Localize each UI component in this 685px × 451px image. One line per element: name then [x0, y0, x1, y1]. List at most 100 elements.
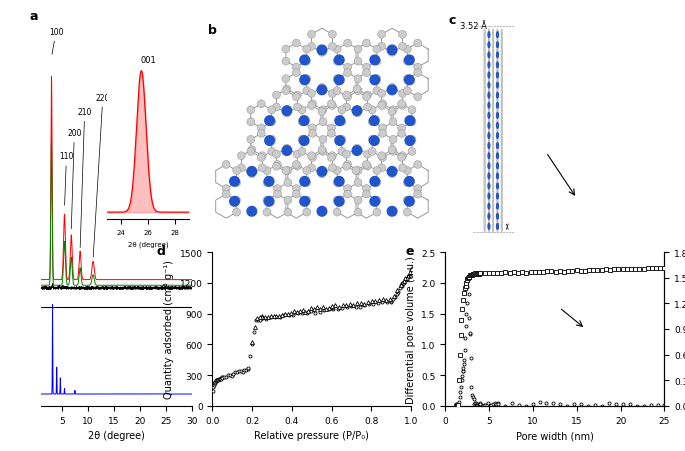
Circle shape [403, 58, 411, 66]
Circle shape [484, 133, 486, 139]
Circle shape [488, 151, 490, 156]
Circle shape [488, 133, 490, 139]
Circle shape [405, 197, 414, 207]
Circle shape [488, 207, 490, 213]
Circle shape [222, 185, 230, 193]
Circle shape [493, 187, 494, 193]
Circle shape [319, 106, 327, 115]
Circle shape [497, 174, 499, 179]
Circle shape [303, 179, 311, 187]
Circle shape [292, 185, 300, 193]
Circle shape [497, 70, 498, 75]
Circle shape [484, 180, 486, 186]
Circle shape [484, 43, 486, 48]
Circle shape [488, 161, 490, 166]
Circle shape [414, 191, 422, 198]
Circle shape [258, 154, 265, 162]
Circle shape [488, 164, 490, 169]
Circle shape [501, 127, 503, 132]
Circle shape [497, 124, 499, 129]
Circle shape [403, 87, 411, 96]
Circle shape [497, 73, 499, 78]
Circle shape [484, 30, 486, 35]
Circle shape [369, 106, 376, 115]
Circle shape [379, 154, 386, 162]
Circle shape [493, 154, 494, 159]
Circle shape [273, 191, 282, 198]
Circle shape [408, 119, 416, 126]
Circle shape [484, 124, 486, 129]
Circle shape [493, 93, 494, 99]
Circle shape [273, 92, 280, 100]
Circle shape [488, 127, 490, 132]
Circle shape [497, 46, 498, 51]
Circle shape [414, 93, 422, 101]
Circle shape [248, 147, 256, 154]
Circle shape [353, 86, 361, 94]
Circle shape [484, 60, 486, 65]
Circle shape [484, 161, 486, 166]
Circle shape [299, 137, 309, 146]
X-axis label: 2θ (degree): 2θ (degree) [88, 430, 145, 440]
Circle shape [377, 90, 386, 98]
Circle shape [484, 221, 486, 226]
Circle shape [497, 161, 498, 166]
Circle shape [344, 191, 351, 198]
Circle shape [497, 100, 498, 105]
Circle shape [488, 70, 490, 75]
Circle shape [298, 106, 306, 115]
Circle shape [497, 33, 498, 38]
Circle shape [501, 217, 503, 223]
Circle shape [493, 151, 494, 156]
Circle shape [282, 147, 292, 156]
Circle shape [319, 136, 327, 144]
Circle shape [389, 148, 397, 156]
Circle shape [493, 161, 494, 166]
Circle shape [501, 117, 503, 122]
Circle shape [354, 209, 362, 216]
Circle shape [303, 58, 311, 66]
Circle shape [484, 164, 486, 169]
Circle shape [247, 136, 255, 144]
Circle shape [493, 144, 494, 149]
Circle shape [488, 137, 490, 142]
Circle shape [497, 184, 498, 189]
Circle shape [342, 163, 351, 171]
Circle shape [408, 148, 416, 156]
Circle shape [501, 97, 503, 102]
Circle shape [488, 37, 490, 41]
Circle shape [399, 90, 406, 98]
Circle shape [284, 197, 292, 205]
Circle shape [403, 75, 411, 83]
Circle shape [488, 60, 490, 65]
Circle shape [488, 133, 490, 139]
Circle shape [258, 124, 265, 133]
Circle shape [488, 110, 490, 115]
Circle shape [493, 133, 494, 139]
Circle shape [488, 33, 490, 38]
Circle shape [328, 90, 336, 98]
Circle shape [388, 170, 396, 178]
Circle shape [405, 177, 414, 187]
Circle shape [493, 184, 494, 189]
Text: b: b [208, 24, 217, 37]
Circle shape [369, 119, 376, 126]
Circle shape [334, 76, 344, 86]
Circle shape [327, 101, 336, 108]
Circle shape [493, 63, 494, 69]
Circle shape [317, 46, 327, 55]
Circle shape [484, 204, 486, 209]
Circle shape [497, 167, 498, 172]
Circle shape [369, 148, 376, 156]
Circle shape [497, 177, 498, 183]
Circle shape [501, 204, 503, 209]
Circle shape [497, 56, 498, 62]
Circle shape [497, 127, 498, 132]
Circle shape [488, 73, 490, 78]
Circle shape [268, 106, 275, 115]
Circle shape [497, 140, 498, 146]
Circle shape [299, 116, 309, 126]
Circle shape [484, 63, 486, 69]
Circle shape [501, 63, 503, 69]
Circle shape [501, 70, 503, 75]
